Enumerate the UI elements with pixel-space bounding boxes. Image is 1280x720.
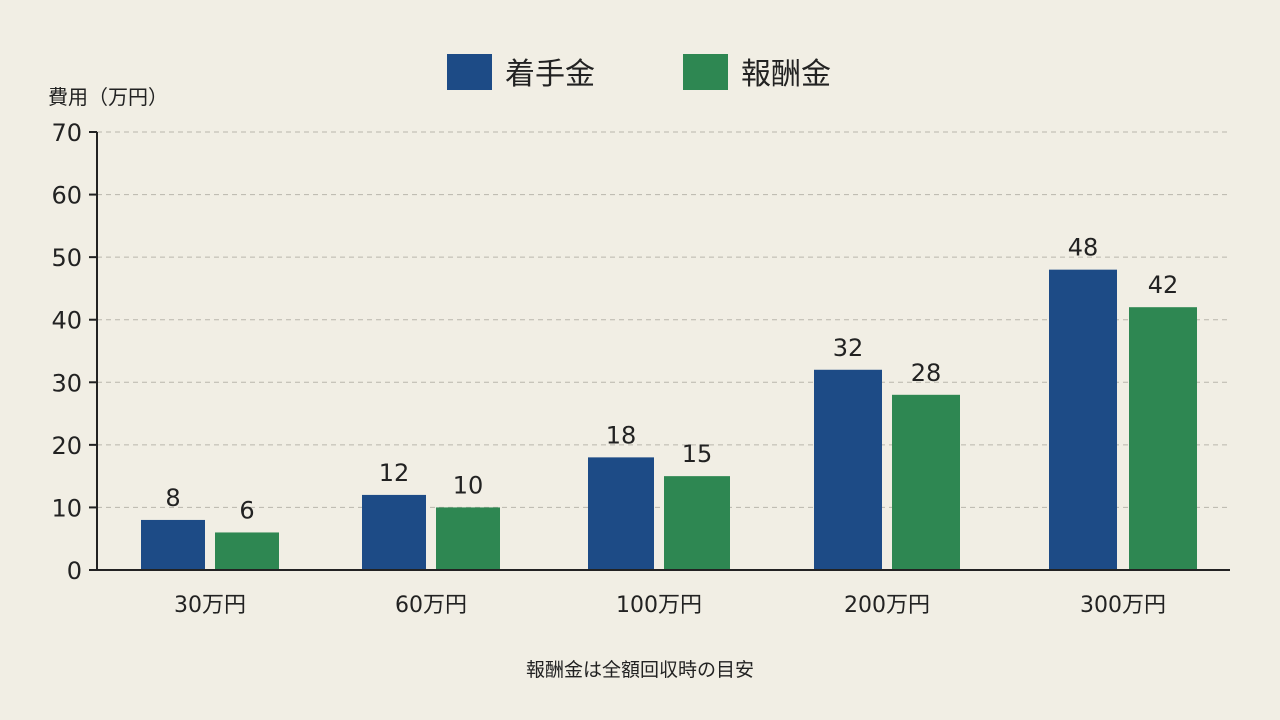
y-tick-label-60: 60	[51, 182, 82, 210]
value-label-hoshukin-1: 10	[453, 471, 484, 499]
bar-hoshukin-0	[215, 532, 279, 570]
value-labels: 8 6 12 10 18 15 32 28 48 42	[165, 234, 1178, 525]
legend-label-chakushukin: 着手金	[505, 57, 595, 92]
value-label-chakushukin-2: 18	[606, 421, 637, 449]
x-tick-label-2: 100万円	[616, 593, 702, 618]
y-tick-label-70: 70	[51, 119, 82, 147]
value-label-hoshukin-0: 6	[239, 496, 254, 524]
value-label-chakushukin-3: 32	[833, 334, 864, 362]
x-tick-label-4: 300万円	[1080, 593, 1166, 618]
value-label-chakushukin-4: 48	[1068, 234, 1099, 262]
value-label-hoshukin-3: 28	[911, 359, 942, 387]
bar-hoshukin-4	[1129, 307, 1197, 570]
bar-hoshukin-3	[892, 394, 960, 570]
value-label-hoshukin-4: 42	[1148, 271, 1179, 299]
y-axis-label: 費用（万円）	[48, 85, 168, 109]
y-tick-label-20: 20	[51, 432, 82, 460]
bar-chakushukin-3	[814, 369, 882, 570]
value-label-chakushukin-0: 8	[165, 484, 180, 512]
value-label-hoshukin-2: 15	[682, 440, 713, 468]
chart-note: 報酬金は全額回収時の目安	[526, 659, 754, 681]
y-tick-label-50: 50	[51, 244, 82, 272]
legend: 着手金 報酬金	[447, 54, 831, 92]
y-tick-label-40: 40	[51, 307, 82, 335]
bar-chakushukin-2	[588, 457, 654, 570]
x-tick-label-0: 30万円	[174, 593, 246, 618]
x-tick-label-3: 200万円	[844, 593, 930, 618]
y-tick-label-0: 0	[67, 557, 82, 585]
bar-chakushukin-4	[1049, 269, 1117, 570]
x-axis-labels: 30万円 60万円 100万円 200万円 300万円	[174, 593, 1166, 618]
legend-label-hoshukin: 報酬金	[741, 57, 831, 92]
bar-chakushukin-0	[141, 519, 205, 570]
bar-hoshukin-1	[436, 507, 500, 570]
legend-swatch-chakushukin	[447, 54, 492, 90]
bars	[141, 269, 1197, 570]
legend-swatch-hoshukin	[683, 54, 728, 90]
value-label-chakushukin-1: 12	[379, 459, 410, 487]
bar-hoshukin-2	[664, 476, 730, 570]
bar-chakushukin-1	[362, 494, 426, 570]
y-tick-label-30: 30	[51, 369, 82, 397]
y-axis-ticks: 0 10 20 30 40 50 60 70	[51, 119, 97, 585]
x-tick-label-1: 60万円	[395, 593, 467, 618]
y-tick-label-10: 10	[51, 494, 82, 522]
